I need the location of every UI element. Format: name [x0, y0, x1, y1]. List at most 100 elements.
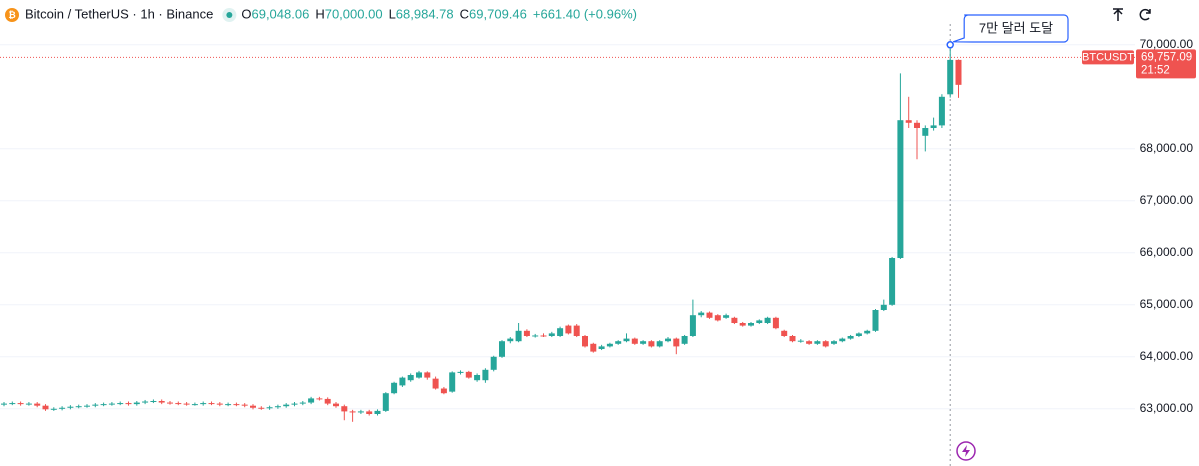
candle-body	[789, 336, 796, 342]
candle-body	[200, 403, 207, 405]
candle-body	[440, 388, 447, 394]
candle-body	[855, 333, 862, 336]
candle-body	[474, 375, 481, 381]
candle-body	[756, 320, 763, 323]
candle-body	[880, 304, 887, 310]
candle-body	[706, 312, 713, 318]
candle-body	[216, 403, 223, 405]
candle-body	[449, 372, 456, 392]
annotation-text: 7만 달러 도달	[979, 20, 1053, 35]
candle-body	[947, 59, 954, 95]
lightning-icon[interactable]	[956, 441, 976, 461]
arrow-button[interactable]	[1113, 8, 1123, 21]
legend-label: O	[241, 6, 251, 21]
legend-label: C	[460, 6, 469, 21]
candle-body	[532, 335, 539, 337]
price-label: 69,757.09	[1141, 51, 1192, 63]
candle-body	[465, 371, 472, 378]
candle-body	[308, 398, 315, 403]
candle-body	[208, 403, 215, 405]
candle-body	[333, 403, 339, 407]
candle-body	[814, 341, 821, 344]
candle-body	[324, 398, 331, 404]
candle-body	[175, 403, 182, 405]
candle-body	[631, 338, 638, 344]
candle-body	[382, 393, 389, 411]
legend-label: L	[389, 6, 396, 21]
candle-body	[341, 406, 348, 412]
candle-body	[432, 378, 439, 389]
candle-body	[922, 128, 929, 136]
legend-value: 70,000.00	[325, 6, 383, 21]
candle-body	[748, 323, 754, 326]
y-tick-label: 67,000.00	[1140, 193, 1194, 207]
candle-body	[582, 336, 588, 347]
candle-body	[117, 403, 124, 405]
refresh-button[interactable]	[1139, 8, 1151, 21]
candle-body	[656, 341, 663, 347]
candle-body	[34, 403, 41, 406]
candle-body	[606, 343, 613, 347]
candle-body	[167, 402, 173, 404]
candle-body	[158, 401, 165, 403]
y-tick-label: 64,000.00	[1140, 349, 1194, 363]
chart-title: Bitcoin / TetherUS · 1h · Binance	[25, 6, 213, 21]
candle-body	[291, 403, 298, 405]
candle-body	[366, 411, 373, 414]
candle-body	[424, 372, 431, 378]
candle-body	[557, 328, 564, 336]
legend-label: H	[315, 6, 324, 21]
candle-body	[764, 317, 771, 323]
candle-body	[50, 408, 57, 410]
candle-body	[416, 372, 422, 378]
y-tick-label: 68,000.00	[1140, 141, 1194, 155]
candle-body	[283, 404, 290, 407]
candle-body	[17, 403, 24, 405]
candle-body	[673, 338, 680, 347]
candle-body	[67, 406, 74, 408]
candle-body	[225, 404, 232, 406]
candle-body	[839, 338, 846, 342]
candle-body	[42, 405, 49, 410]
symbol-label: BTCUSDT	[1082, 51, 1134, 63]
candle-body	[457, 371, 464, 373]
candle-body	[25, 403, 32, 405]
annotation-point	[946, 41, 954, 49]
candle-body	[84, 405, 90, 407]
candle-body	[482, 369, 489, 381]
candle-body	[108, 403, 115, 405]
candle-body	[897, 120, 904, 258]
legend-value: 69,709.46	[469, 6, 527, 21]
candle-body	[233, 404, 240, 406]
annotation-bubble	[953, 14, 1069, 43]
candle-body	[698, 312, 705, 316]
visibility-icon[interactable]	[222, 8, 237, 22]
candle-body	[797, 340, 804, 342]
candle-body	[399, 377, 406, 386]
candle-body	[864, 330, 871, 334]
candle-body	[914, 122, 920, 128]
candle-body	[374, 410, 381, 414]
candle-body	[250, 405, 256, 408]
candle-body	[872, 310, 879, 331]
candle-body	[889, 258, 896, 305]
candle-body	[640, 341, 647, 344]
candle-body	[1, 403, 7, 405]
candle-body	[523, 330, 530, 336]
candle-body	[391, 382, 398, 394]
candle-body	[142, 401, 149, 403]
candle-body	[241, 404, 248, 406]
coin-icon	[5, 8, 19, 22]
candle-body	[598, 346, 605, 349]
symbol-tag	[1082, 50, 1134, 65]
candle-body	[274, 406, 281, 408]
candle-body	[407, 375, 414, 381]
candle-body	[723, 315, 730, 318]
y-tick-label: 63,000.00	[1140, 401, 1194, 415]
candle-body	[565, 325, 572, 334]
candle-body	[183, 403, 190, 405]
candle-body	[739, 323, 746, 326]
candle-body	[349, 411, 356, 413]
candle-body	[548, 333, 555, 336]
